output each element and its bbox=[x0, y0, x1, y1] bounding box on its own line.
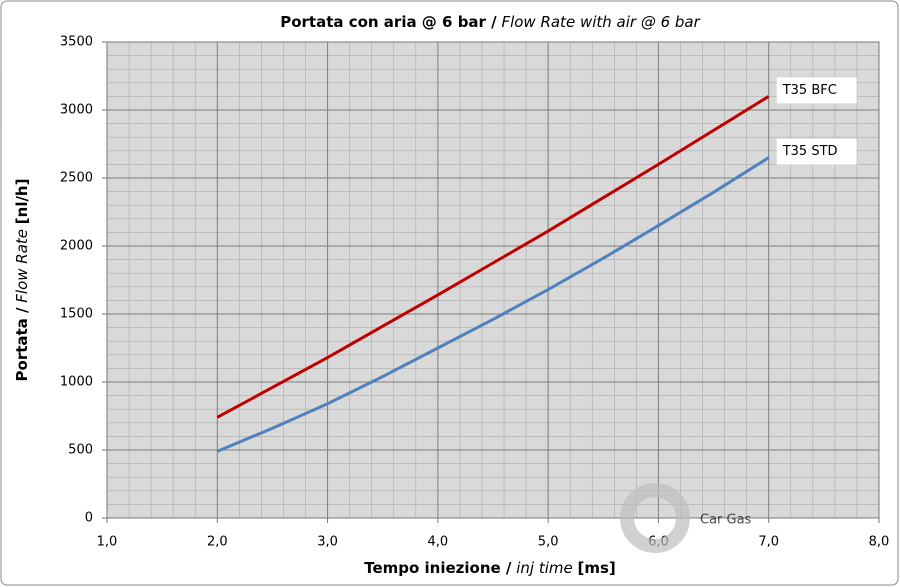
watermark: Car Gas bbox=[700, 513, 752, 528]
y-tick-label: 500 bbox=[68, 443, 93, 458]
series-label: T35 BFC bbox=[782, 83, 837, 98]
y-axis-label: Portata / Flow Rate [nl/h] bbox=[13, 179, 31, 382]
y-label-unit: [nl/h] bbox=[13, 179, 31, 225]
series-line bbox=[216, 95, 770, 419]
plot-border bbox=[106, 41, 880, 519]
series-label-box bbox=[776, 138, 857, 165]
x-tick-label: 3,0 bbox=[317, 535, 338, 550]
y-tick-label: 1500 bbox=[60, 307, 93, 322]
y-tick-label: 1000 bbox=[60, 375, 93, 390]
x-label-unit: [ms] bbox=[577, 559, 615, 577]
x-tick-label: 4,0 bbox=[428, 535, 449, 550]
plot-area bbox=[106, 41, 880, 519]
x-tick-label: 1,0 bbox=[97, 535, 118, 550]
series-label: T35 STD bbox=[782, 144, 838, 159]
plot-background bbox=[107, 42, 879, 518]
y-tick-label: 3500 bbox=[60, 35, 93, 50]
x-tick-label: 7,0 bbox=[758, 535, 779, 550]
y-tick-label: 2500 bbox=[60, 171, 93, 186]
x-axis-label: Tempo iniezione / inj time [ms] bbox=[364, 559, 616, 577]
title-main: Portata con aria @ 6 bar / bbox=[280, 13, 497, 31]
y-tick-label: 0 bbox=[85, 511, 93, 526]
chart-title: Portata con aria @ 6 bar / Flow Rate wit… bbox=[280, 13, 700, 31]
y-label-en: Flow Rate bbox=[13, 229, 31, 303]
x-label-en: inj time bbox=[516, 559, 573, 577]
x-tick-label: 2,0 bbox=[207, 535, 228, 550]
series-label-box bbox=[776, 77, 857, 104]
x-tick-label: 5,0 bbox=[538, 535, 559, 550]
x-label-main: Tempo iniezione / bbox=[364, 559, 512, 577]
y-tick-label: 3000 bbox=[60, 103, 93, 118]
y-tick-label: 2000 bbox=[60, 239, 93, 254]
series-line bbox=[216, 156, 770, 453]
y-label-main: Portata / bbox=[13, 307, 31, 382]
watermark-logo bbox=[620, 483, 690, 553]
title-en: Flow Rate with air @ 6 bar bbox=[501, 13, 700, 31]
x-tick-label: 8,0 bbox=[869, 535, 890, 550]
